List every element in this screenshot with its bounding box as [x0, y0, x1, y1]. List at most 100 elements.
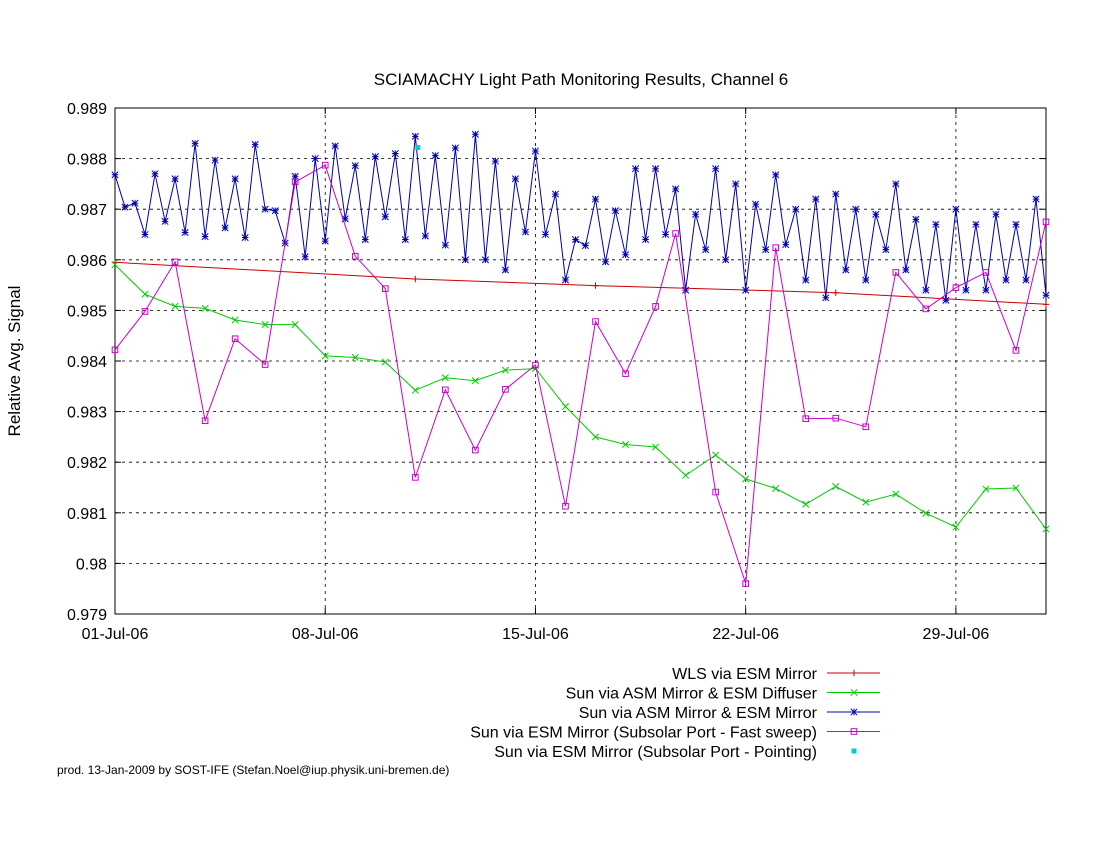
data-point-star — [922, 286, 930, 294]
data-point-star — [271, 207, 279, 215]
data-point-star — [371, 153, 379, 161]
data-point-star — [461, 256, 469, 264]
data-point-star — [912, 215, 920, 223]
chart-title: SCIAMACHY Light Path Monitoring Results,… — [374, 70, 789, 89]
data-point-star — [261, 205, 269, 213]
data-point-star — [171, 175, 179, 183]
data-point-star — [992, 210, 1000, 218]
data-point-star — [611, 207, 620, 215]
data-point-star — [850, 708, 858, 716]
data-point-square — [892, 269, 900, 276]
legend-label: Sun via ASM Mirror & ESM Mirror — [579, 705, 818, 722]
grid-lines — [115, 108, 1046, 614]
legend: WLS via ESM Mirror Sun via ASM Mirror & E… — [470, 666, 880, 761]
data-point-star — [571, 236, 580, 244]
data-point-star — [511, 175, 519, 183]
data-point-star — [972, 220, 980, 228]
data-point-star — [351, 162, 359, 170]
data-point-square — [532, 361, 539, 369]
data-point-star — [341, 215, 349, 223]
legend-label: Sun via ASM Mirror & ESM Diffuser — [566, 686, 818, 703]
data-point-cross — [591, 433, 600, 441]
data-point-star — [111, 171, 119, 179]
data-point-star — [692, 210, 700, 218]
data-point-cross — [201, 304, 209, 312]
data-point-star — [742, 286, 750, 294]
legend-label: WLS via ESM Mirror — [672, 666, 818, 683]
data-point-cross — [141, 290, 149, 298]
data-point-star — [601, 258, 610, 266]
y-tick-label: 0.986 — [67, 253, 107, 270]
data-point-star — [421, 232, 429, 240]
data-point-cross — [441, 374, 449, 382]
data-point-star — [852, 205, 860, 213]
x-tick-label: 15-Jul-06 — [502, 626, 569, 643]
data-point-square — [862, 423, 870, 431]
y-tick-label: 0.982 — [67, 455, 107, 472]
data-point-square — [141, 308, 149, 315]
data-point-plus — [592, 282, 599, 289]
data-point-star — [772, 171, 780, 179]
data-point-cross — [682, 471, 690, 479]
data-point-star — [321, 237, 329, 245]
data-point-star — [441, 241, 449, 249]
data-point-star — [331, 142, 339, 150]
data-point-star — [682, 286, 690, 294]
data-point-star — [942, 296, 950, 304]
data-point-star — [822, 294, 830, 302]
data-point-cross — [381, 358, 389, 366]
data-point-star — [1022, 276, 1030, 284]
x-tick-label: 29-Jul-06 — [923, 626, 990, 643]
data-point-star — [411, 132, 419, 140]
data-point-plus — [412, 275, 419, 283]
data-point-star — [221, 224, 229, 232]
data-point-star — [802, 276, 810, 284]
data-point-star — [301, 253, 309, 261]
y-tick-label: 0.989 — [67, 101, 107, 118]
data-point-dot — [851, 748, 857, 754]
data-point-star — [882, 246, 890, 254]
data-point-star — [141, 230, 149, 239]
data-point-cross — [952, 523, 960, 531]
y-tick-label: 0.988 — [67, 152, 107, 169]
data-point-star — [621, 251, 630, 259]
data-point-star — [662, 230, 670, 239]
data-point-cross — [652, 443, 660, 451]
legend-item: Sun via ESM Mirror (Subsolar Port - Poin… — [494, 744, 857, 761]
data-point-star — [451, 144, 459, 152]
series-4 — [415, 144, 421, 150]
data-point-cross — [561, 402, 570, 411]
data-point-star — [471, 130, 479, 138]
data-point-star — [491, 157, 499, 165]
data-point-square — [742, 580, 749, 587]
y-tick-label: 0.985 — [67, 303, 107, 320]
data-point-square — [772, 244, 780, 251]
data-point-star — [481, 256, 489, 264]
series-line — [114, 164, 1047, 584]
series-2 — [111, 130, 1050, 304]
data-point-square — [802, 415, 810, 422]
data-point-star — [842, 266, 850, 274]
data-point-square — [1042, 218, 1050, 226]
data-point-square — [321, 161, 329, 169]
data-point-plus — [1042, 301, 1050, 308]
data-point-cross — [922, 509, 930, 517]
legend-label: Sun via ESM Mirror (Subsolar Port - Poin… — [494, 744, 817, 761]
data-point-star — [231, 175, 239, 183]
data-point-square — [291, 178, 299, 186]
data-point-star — [291, 172, 299, 180]
data-point-star — [722, 256, 730, 264]
data-point-square — [201, 417, 209, 425]
data-point-cross — [621, 440, 630, 449]
data-point-star — [862, 276, 870, 284]
data-point-star — [531, 147, 540, 155]
data-point-star — [832, 190, 840, 198]
legend-item: Sun via ESM Mirror (Subsolar Port - Fast… — [470, 725, 880, 742]
legend-item: Sun via ASM Mirror & ESM Diffuser — [566, 686, 880, 703]
legend-label: Sun via ESM Mirror (Subsolar Port - Fast… — [470, 725, 817, 742]
data-point-star — [551, 190, 560, 198]
data-point-star — [211, 156, 219, 164]
data-point-cross — [171, 302, 179, 310]
data-point-square — [351, 252, 359, 260]
